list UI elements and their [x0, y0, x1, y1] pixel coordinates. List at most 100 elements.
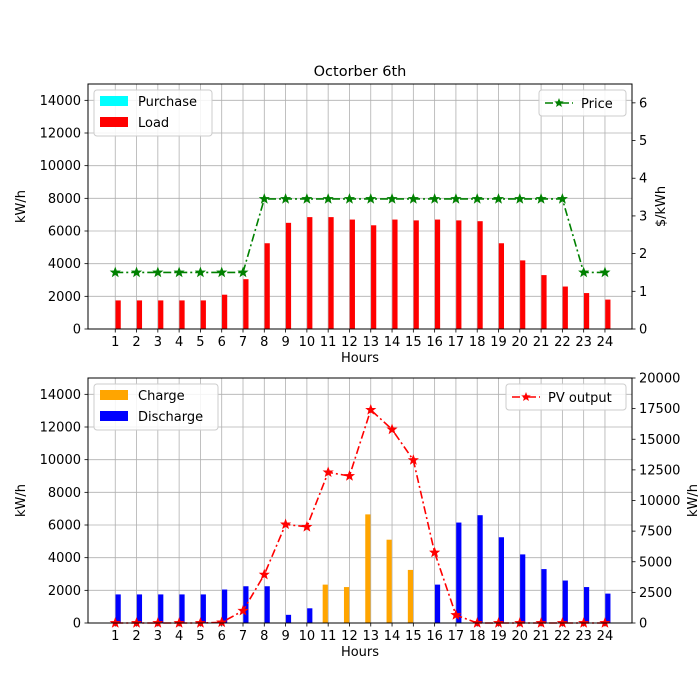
bar-discharge: [136, 594, 143, 623]
bar-load: [520, 260, 526, 329]
y2-tick-label: 5: [639, 134, 647, 149]
y-tick-label: 10000: [40, 159, 81, 174]
x-tick-label: 16: [426, 629, 443, 644]
x-tick-label: 8: [260, 335, 268, 350]
x-tick-label: 14: [384, 335, 401, 350]
y-tick-label: 14000: [40, 94, 81, 109]
legend-label: Load: [138, 116, 169, 131]
y-tick-label: 6000: [48, 225, 81, 240]
y2-tick-label: 3: [639, 209, 647, 224]
x-tick-label: 18: [469, 629, 486, 644]
series-point: [216, 266, 228, 278]
legend-left: Purchase Load: [93, 89, 213, 137]
bar-charge: [386, 539, 392, 623]
bar-load: [307, 217, 313, 329]
bar-discharge: [562, 580, 568, 623]
bar-discharge: [477, 515, 483, 623]
x-tick-label: 10: [299, 629, 316, 644]
x-tick-label: 15: [405, 629, 422, 644]
legend-box: [505, 383, 627, 411]
y2-axis-label: kW/h: [686, 484, 700, 517]
bar-load: [222, 294, 228, 329]
x-tick-label: 12: [341, 335, 358, 350]
bar-load: [200, 300, 206, 329]
series-point: [301, 193, 313, 204]
x-tick-label: 16: [426, 335, 443, 350]
plot-frame: [87, 377, 633, 624]
legend-right: PV output: [505, 383, 627, 411]
y-axis-label: kW/h: [14, 190, 29, 223]
x-tick-label: 13: [362, 629, 379, 644]
x-tick-label: 20: [512, 335, 529, 350]
bar-load: [477, 221, 483, 329]
series-point: [258, 568, 270, 580]
bar-discharge: [456, 522, 462, 623]
x-tick-label: 24: [597, 335, 614, 350]
x-tick-label: 8: [260, 629, 268, 644]
bar-discharge: [264, 586, 270, 623]
bar-load: [541, 275, 547, 329]
x-tick-label: 13: [362, 335, 379, 350]
y2-tick-label: 2: [639, 247, 647, 262]
bar-discharge: [243, 586, 249, 623]
x-tick-label: 23: [575, 335, 592, 350]
bar-load: [498, 243, 505, 329]
y2-tick-label: 0: [639, 617, 647, 632]
bar-discharge: [583, 587, 590, 623]
legend-swatch: [100, 117, 128, 127]
bar-load: [605, 299, 611, 329]
y-tick-label: 10000: [40, 453, 81, 468]
legend-label: Charge: [138, 389, 185, 404]
series-point: [386, 423, 398, 435]
x-tick-label: 4: [175, 629, 183, 644]
x-tick-label: 1: [111, 335, 119, 350]
x-tick-label: 3: [154, 629, 162, 644]
series-point: [407, 454, 419, 465]
x-tick-label: 6: [218, 335, 226, 350]
legend-marker: [554, 98, 564, 108]
y2-tick-label: 12500: [639, 463, 680, 478]
bar-discharge: [115, 594, 121, 623]
y2-axis-label: $/kWh: [654, 186, 669, 227]
legend-box: [538, 89, 627, 117]
x-tick-label: 9: [281, 629, 289, 644]
series-point: [216, 616, 228, 628]
bar-load: [434, 219, 441, 329]
x-tick-label: 15: [405, 335, 422, 350]
y-axis-label: kW/h: [14, 484, 29, 517]
bar-discharge: [158, 594, 164, 623]
series-point: [429, 193, 441, 204]
y2-tick-label: 1: [639, 285, 647, 300]
bar-load: [285, 222, 292, 329]
bar-load: [392, 219, 398, 329]
y-tick-label: 14000: [40, 388, 81, 403]
bar-load: [179, 300, 185, 329]
y2-tick-label: 5000: [639, 555, 672, 570]
series-point: [194, 266, 206, 278]
x-tick-label: 7: [239, 335, 247, 350]
x-tick-label: 11: [320, 629, 337, 644]
y-tick-label: 8000: [48, 192, 81, 207]
series-point: [535, 193, 547, 204]
y2-tick-label: 0: [639, 323, 647, 338]
y2-tick-label: 17500: [639, 402, 680, 417]
series-point: [280, 518, 292, 530]
y-tick-label: 2000: [48, 290, 81, 305]
bar-discharge: [498, 537, 505, 623]
x-tick-label: 3: [154, 335, 162, 350]
legend-swatch: [100, 390, 128, 400]
y2-tick-label: 2500: [639, 586, 672, 601]
x-tick-label: 2: [132, 335, 140, 350]
bar-discharge: [307, 608, 313, 623]
series-point: [429, 546, 441, 558]
legend-swatch: [100, 411, 128, 421]
legend-label: Discharge: [138, 410, 203, 425]
x-tick-label: 20: [512, 629, 529, 644]
x-tick-label: 10: [299, 335, 316, 350]
x-tick-label: 22: [554, 335, 571, 350]
bar-charge: [322, 584, 328, 623]
y2-tick-label: 15000: [639, 433, 680, 448]
series-point: [280, 193, 292, 204]
bar-load: [349, 219, 355, 329]
